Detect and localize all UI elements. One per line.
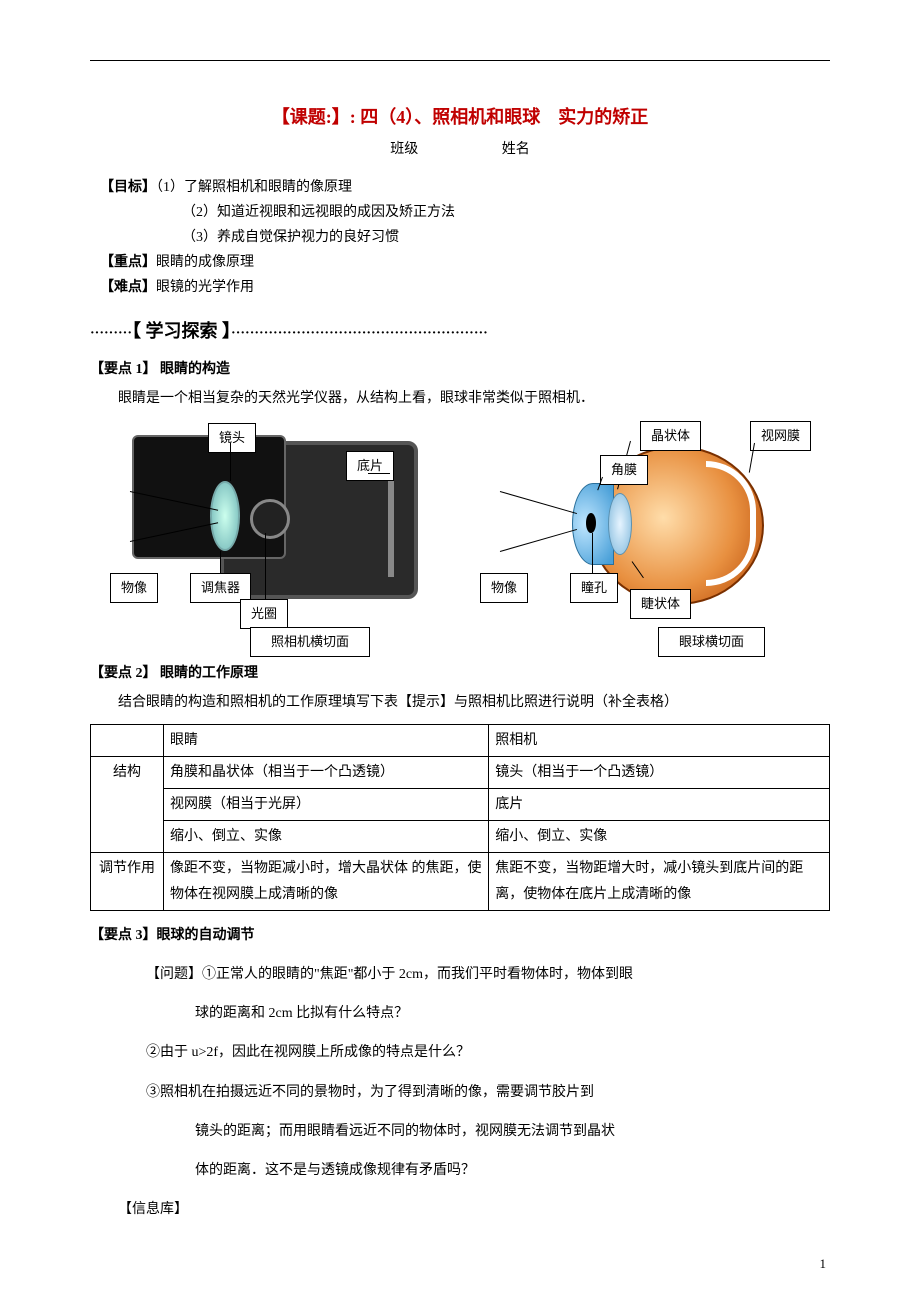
camera-film-label: 底片 <box>346 451 394 480</box>
dots-left: ········· <box>90 326 132 341</box>
kp1-title: 【要点 1】 眼睛的构造 <box>90 357 830 382</box>
eye-retina-label: 视网膜 <box>750 421 811 450</box>
leader-line <box>368 473 390 474</box>
keypoint-text: 眼睛的成像原理 <box>156 255 254 270</box>
eye-lens-shape <box>608 493 632 555</box>
table-row: 结构 角膜和晶状体（相当于一个凸透镜） 镜头（相当于一个凸透镜） <box>91 756 830 788</box>
table-rowhead-adjust: 调节作用 <box>91 853 164 910</box>
explore-heading-text: 【 学习探索 】 <box>132 321 231 341</box>
camera-lens-label: 镜头 <box>208 423 256 452</box>
table-cell: 像距不变，当物距减小时，增大晶状体 的焦距，使物体在视网膜上成清晰的像 <box>164 853 489 910</box>
camera-aperture-shape <box>250 499 290 539</box>
q1-line1: 【问题】①正常人的眼睛的"焦距"都小于 2cm，而我们平时看物体时，物体到眼 <box>195 962 830 987</box>
eye-lens-label: 晶状体 <box>640 421 701 450</box>
q3-line1: ③照相机在拍摄远近不同的景物时，为了得到清晰的像，需要调节胶片到 <box>146 1080 830 1105</box>
keypoint-label: 【重点】 <box>100 255 156 270</box>
table-row: 视网膜（相当于光屏） 底片 <box>91 789 830 821</box>
eye-object-label: 物像 <box>480 573 528 602</box>
comparison-table: 眼睛 照相机 结构 角膜和晶状体（相当于一个凸透镜） 镜头（相当于一个凸透镜） … <box>90 724 830 911</box>
table-cell: 视网膜（相当于光屏） <box>164 789 489 821</box>
camera-lens-shape <box>210 481 240 551</box>
info-label: 【信息库】 <box>118 1197 830 1222</box>
q1-line2: 球的距离和 2cm 比拟有什么特点？ <box>195 1001 830 1026</box>
q-label: 【问题】 <box>146 967 202 982</box>
eye-caption: 眼球横切面 <box>658 627 765 656</box>
leader-line <box>592 533 593 573</box>
q3-line3: 体的距离．这不是与透镜成像规律有矛盾吗？ <box>195 1158 830 1183</box>
lesson-title: 【课题:】: 四（4）、照相机和眼球 实力的矫正 <box>90 101 830 133</box>
page-number: 1 <box>90 1252 830 1275</box>
table-cell: 缩小、倒立、实像 <box>164 821 489 853</box>
name-label: 姓名 <box>502 137 530 162</box>
kp1-body: 眼睛是一个相当复杂的天然光学仪器，从结构上看，眼球非常类似于照相机． <box>90 386 830 411</box>
keypoint-line: 【重点】眼睛的成像原理 <box>100 250 830 275</box>
table-header-eye: 眼睛 <box>164 724 489 756</box>
ray-line <box>500 491 577 514</box>
table-row: 眼睛 照相机 <box>91 724 830 756</box>
camera-aperture-label: 光圈 <box>240 599 288 628</box>
goal-item-2: （2）知道近视眼和远视眼的成因及矫正方法 <box>182 200 830 225</box>
camera-focuser-label: 调焦器 <box>190 573 251 602</box>
table-cell: 角膜和晶状体（相当于一个凸透镜） <box>164 756 489 788</box>
leader-line <box>265 533 266 599</box>
kp3-questions: 【问题】①正常人的眼睛的"焦距"都小于 2cm，而我们平时看物体时，物体到眼 球… <box>118 962 830 1222</box>
kp2-body: 结合眼睛的构造和照相机的工作原理填写下表【提示】与照相机比照进行说明（补全表格） <box>90 690 830 715</box>
goal-item-1: （1）了解照相机和眼睛的像原理 <box>156 180 352 195</box>
q3-line2: 镜头的距离；而用眼睛看远近不同的物体时，视网膜无法调节到晶状 <box>195 1119 830 1144</box>
table-rowhead-struct: 结构 <box>91 756 164 853</box>
goals-block: 【目标】（1）了解照相机和眼睛的像原理 （2）知道近视眼和远视眼的成因及矫正方法… <box>100 175 830 301</box>
kp3-title: 【要点 3】眼球的自动调节 <box>90 923 830 948</box>
goals-line-1: 【目标】（1）了解照相机和眼睛的像原理 <box>100 175 830 200</box>
class-label: 班级 <box>390 137 418 162</box>
table-cell <box>91 724 164 756</box>
difficulty-label: 【难点】 <box>100 280 156 295</box>
table-row: 缩小、倒立、实像 缩小、倒立、实像 <box>91 821 830 853</box>
kp2-title: 【要点 2】 眼睛的工作原理 <box>90 661 830 686</box>
table-row: 调节作用 像距不变，当物距减小时，增大晶状体 的焦距，使物体在视网膜上成清晰的像… <box>91 853 830 910</box>
leader-line <box>230 443 231 481</box>
table-cell: 底片 <box>489 789 830 821</box>
goals-label: 【目标】 <box>100 180 156 195</box>
difficulty-line: 【难点】眼镜的光学作用 <box>100 275 830 300</box>
goal-item-3: （3）养成自觉保护视力的良好习惯 <box>182 225 830 250</box>
table-cell: 缩小、倒立、实像 <box>489 821 830 853</box>
diagram: 镜头 底片 物像 调焦器 光圈 照相机横切面 晶状体 视网膜 角膜 物像 瞳孔 … <box>110 421 810 651</box>
table-header-camera: 照相机 <box>489 724 830 756</box>
table-cell: 焦距不变，当物距增大时，减小镜头到底片间的距离，使物体在底片上成清晰的像 <box>489 853 830 910</box>
eye-cornea-label: 角膜 <box>600 455 648 484</box>
dots-right: ········································… <box>231 326 488 341</box>
leader-line <box>220 551 221 573</box>
top-rule <box>90 60 830 61</box>
eye-pupil-label: 瞳孔 <box>570 573 618 602</box>
explore-heading: ·········【 学习探索 】·······················… <box>90 315 830 347</box>
difficulty-text: 眼镜的光学作用 <box>156 280 254 295</box>
q1-text-a: ①正常人的眼睛的"焦距"都小于 2cm，而我们平时看物体时，物体到眼 <box>202 967 633 982</box>
eye-ciliary-label: 睫状体 <box>630 589 691 618</box>
ray-line <box>500 529 577 552</box>
table-cell: 镜头（相当于一个凸透镜） <box>489 756 830 788</box>
subtitle-row: 班级 姓名 <box>90 137 830 162</box>
q2-line: ②由于 u>2f，因此在视网膜上所成像的特点是什么？ <box>146 1040 830 1065</box>
camera-caption: 照相机横切面 <box>250 627 370 656</box>
camera-object-label: 物像 <box>110 573 158 602</box>
